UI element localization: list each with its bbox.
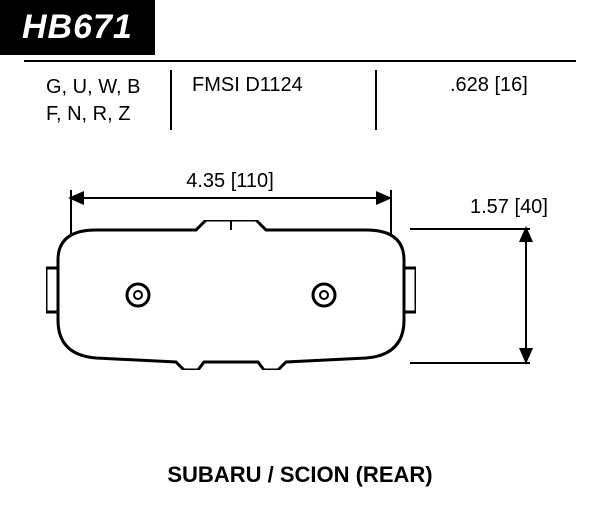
width-inches: 4.35 (186, 170, 225, 192)
width-mm: 110 (236, 170, 268, 192)
width-dimension: 4.35 [110] (70, 170, 390, 199)
compound-codes: G, U, W, B F, N, R, Z (46, 74, 140, 128)
compound-line-1: G, U, W, B (46, 74, 140, 101)
header-divider (24, 60, 576, 62)
height-mm: 40 (520, 196, 542, 218)
diagram-canvas: HB671 G, U, W, B F, N, R, Z FMSI D1124 .… (0, 0, 600, 518)
column-divider-2 (375, 70, 377, 130)
compound-line-2: F, N, R, Z (46, 101, 140, 128)
width-arrow (70, 197, 390, 199)
brake-pad-outline (46, 220, 416, 370)
height-inches: 1.57 (470, 196, 509, 218)
height-arrow (525, 228, 527, 362)
width-dimension-label: 4.35 [110] (70, 170, 390, 193)
fitment-label: SUBARU / SCION (REAR) (0, 462, 600, 488)
fmsi-code: FMSI D1124 (192, 74, 303, 97)
part-number-header: HB671 (0, 0, 155, 55)
height-ext-bottom (410, 362, 530, 364)
height-ext-top (410, 228, 530, 230)
height-dimension-label: 1.57 [40] (470, 196, 548, 219)
column-divider-1 (170, 70, 172, 130)
thickness-spec: .628 [16] (450, 74, 528, 97)
